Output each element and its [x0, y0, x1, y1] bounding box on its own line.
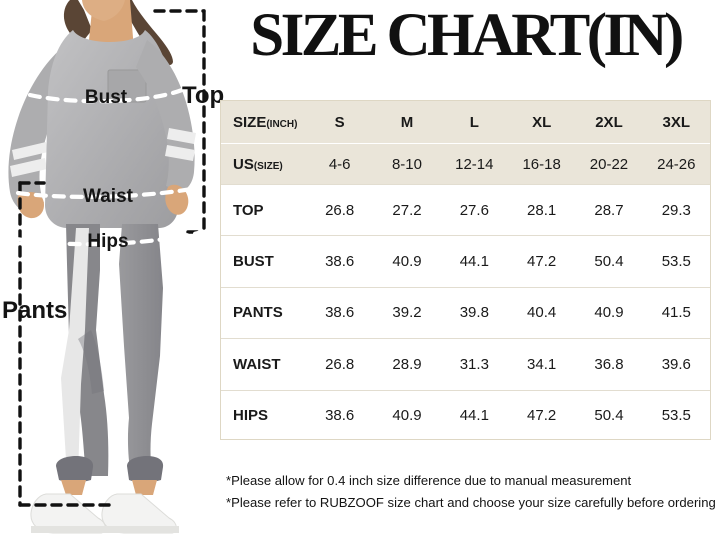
- svg-text:Bust: Bust: [85, 87, 128, 108]
- svg-text:Pants: Pants: [2, 297, 67, 324]
- svg-text:Hips: Hips: [87, 231, 128, 252]
- svg-text:Waist: Waist: [83, 186, 134, 207]
- svg-text:Top: Top: [182, 82, 224, 109]
